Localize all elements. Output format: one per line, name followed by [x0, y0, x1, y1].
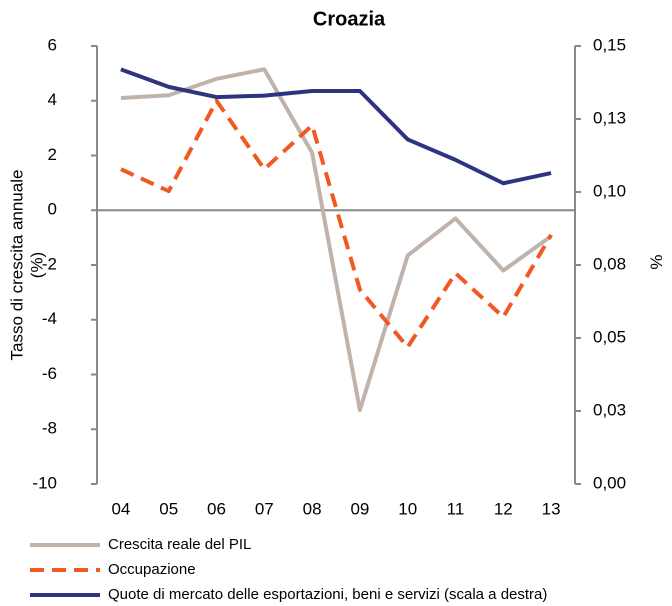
legend-label: Occupazione: [108, 561, 196, 578]
y-tick-label: -6: [42, 364, 57, 383]
y2-tick-label: 0,03: [593, 400, 626, 419]
x-tick-label: 09: [350, 499, 369, 518]
y-tick-label: 6: [48, 35, 57, 54]
y2-tick-label: 0,13: [593, 108, 626, 127]
chart-title: Croazia: [313, 8, 386, 30]
x-tick-label: 04: [111, 499, 130, 518]
x-tick-label: 07: [255, 499, 274, 518]
series-line: [120, 67, 552, 186]
y-tick-label: -8: [42, 419, 57, 438]
x-tick-label: 10: [398, 499, 417, 518]
series-line: [120, 67, 553, 413]
x-tick-label: 12: [494, 499, 513, 518]
y-tick-label: 0: [48, 200, 57, 219]
series-line: [120, 98, 553, 350]
y2-tick-label: 0,05: [593, 327, 626, 346]
y-tick-label: -2: [42, 254, 57, 273]
y-tick-label: 4: [48, 90, 57, 109]
legend-label: Quote di mercato delle esportazioni, ben…: [108, 586, 547, 603]
y-tick-label: -10: [32, 473, 57, 492]
x-tick-label: 08: [303, 499, 322, 518]
legend-label: Crescita reale del PIL: [108, 536, 251, 553]
y-axis-title: Tasso di crescita annuale: [7, 170, 26, 361]
y2-tick-label: 0,00: [593, 473, 626, 492]
y2-tick-label: 0,10: [593, 181, 626, 200]
y-axis-title: (%): [27, 252, 46, 278]
y2-tick-label: 0,15: [593, 35, 626, 54]
y-tick-label: 2: [48, 145, 57, 164]
x-tick-label: 11: [447, 499, 465, 518]
x-tick-label: 13: [542, 499, 561, 518]
x-tick-label: 06: [207, 499, 226, 518]
y-tick-label: -4: [42, 309, 57, 328]
y2-axis-title: %: [647, 254, 666, 269]
x-tick-label: 05: [159, 499, 178, 518]
y2-tick-label: 0,08: [593, 254, 626, 273]
